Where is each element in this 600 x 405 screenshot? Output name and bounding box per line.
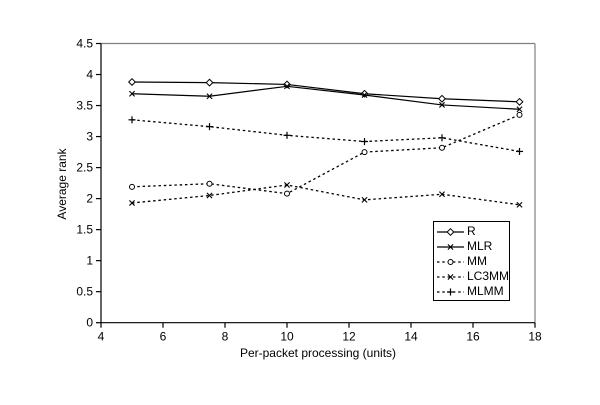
x-marker	[516, 106, 523, 113]
legend-sample-mm	[437, 258, 464, 265]
x-tick-label: 6	[160, 330, 167, 344]
x-marker	[284, 181, 290, 188]
legend-sample-mlmm	[437, 288, 464, 295]
circle-marker	[516, 111, 523, 118]
x-marker	[129, 90, 135, 97]
x-tick-label: 10	[280, 330, 294, 344]
legend-label: R	[467, 224, 476, 238]
circle-marker	[361, 149, 368, 156]
y-tick-label: 4	[86, 68, 93, 82]
y-tick-label: 2.5	[76, 161, 93, 175]
series-line-LC3MM	[131, 184, 520, 206]
x-marker	[361, 92, 368, 98]
series-line-MLMM	[131, 119, 520, 153]
legend-item-r: R	[437, 224, 509, 239]
x-marker	[206, 192, 213, 199]
series-line-MM	[131, 114, 520, 195]
y-tick-label: 0.5	[76, 285, 93, 299]
legend-item-lc3mm: LC3MM	[437, 269, 509, 284]
x-marker	[361, 196, 368, 203]
x-marker	[447, 243, 454, 250]
y-tick-label: 3	[86, 130, 93, 144]
x-marker	[439, 191, 445, 198]
x-marker	[284, 83, 290, 90]
circle-marker	[129, 183, 135, 190]
legend-label: MLR	[467, 239, 493, 253]
diamond-marker	[205, 78, 214, 87]
diamond-marker	[127, 77, 137, 86]
diamond-marker	[515, 97, 524, 106]
legend-sample-lc3mm	[437, 273, 464, 280]
x-marker	[439, 101, 445, 108]
circle-marker	[206, 180, 213, 187]
x-tick-label: 18	[528, 330, 542, 344]
legend-sample-mlr	[437, 243, 464, 250]
x-marker	[206, 93, 213, 100]
y-tick-label: 4.5	[76, 37, 93, 51]
series-line-MLR	[131, 85, 520, 110]
circle-marker	[439, 144, 445, 151]
legend-item-mm: MM	[437, 254, 509, 269]
circle-marker	[284, 190, 290, 197]
x-marker	[447, 273, 454, 280]
x-tick-label: 12	[342, 330, 356, 344]
series-line-R	[131, 81, 520, 103]
legend-item-mlr: MLR	[437, 239, 509, 254]
y-tick-label: 0	[86, 316, 93, 330]
y-tick-label: 3.5	[76, 99, 93, 113]
legend-label: LC3MM	[466, 269, 509, 283]
legend-label: MLMM	[467, 284, 504, 298]
x-tick-label: 16	[466, 330, 480, 344]
legend-item-mlmm: MLMM	[437, 284, 509, 299]
x-tick-label: 14	[404, 330, 418, 344]
diamond-marker	[360, 89, 369, 98]
x-tick-label: 8	[222, 330, 229, 344]
legend-sample-r	[437, 227, 464, 236]
diamond-marker	[437, 94, 447, 103]
y-axis-title: Average rank	[55, 148, 69, 220]
x-tick-label: 4	[98, 330, 105, 344]
legend-label: MM	[467, 254, 487, 268]
y-tick-label: 1.5	[76, 223, 93, 237]
y-tick-label: 2	[86, 192, 93, 206]
x-marker	[129, 199, 135, 206]
diamond-marker	[446, 227, 455, 236]
x-marker	[516, 201, 523, 208]
circle-marker	[447, 258, 454, 265]
y-tick-label: 1	[86, 254, 93, 268]
x-axis-title: Per-packet processing (units)	[239, 346, 397, 360]
legend: R MLR MM LC3MM MLMM	[433, 221, 510, 301]
